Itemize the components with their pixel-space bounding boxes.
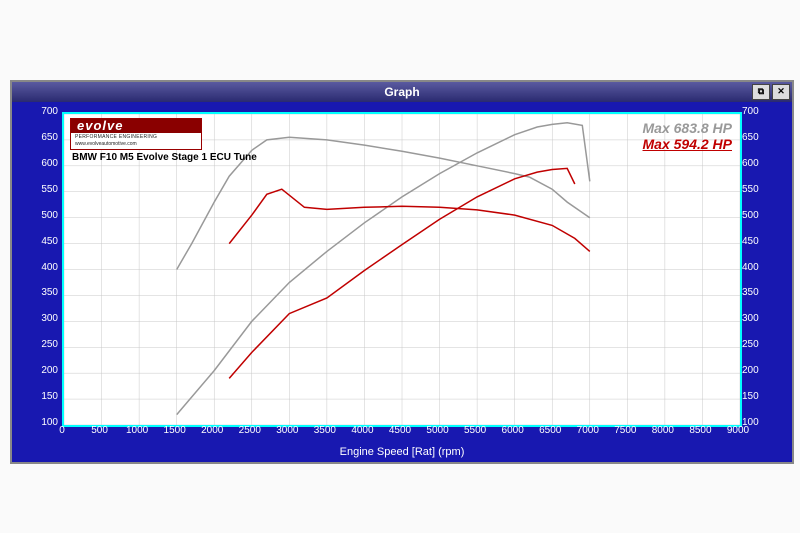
y-tick-right: 350	[742, 287, 766, 298]
y-tick-left: 450	[34, 236, 58, 247]
y-tick-left: 150	[34, 391, 58, 402]
x-tick: 5000	[426, 425, 450, 436]
x-tick: 3500	[313, 425, 337, 436]
y-tick-left: 250	[34, 339, 58, 350]
x-tick: 7000	[576, 425, 600, 436]
x-tick: 2000	[200, 425, 224, 436]
logo-url: www.evolveautomotive.com	[75, 141, 137, 147]
y-tick-left: 400	[34, 262, 58, 273]
y-tick-right: 250	[742, 339, 766, 350]
y-tick-left: 600	[34, 158, 58, 169]
y-tick-left: 100	[34, 417, 58, 428]
x-tick: 1500	[163, 425, 187, 436]
max-hp-tuned: Max 683.8 HP	[643, 120, 733, 136]
x-tick: 8500	[688, 425, 712, 436]
y-tick-left: 550	[34, 184, 58, 195]
y-tick-right: 200	[742, 365, 766, 376]
graph-window: Graph ⧉ ✕ Flywheel Torque [Rat] (RtLb) F…	[10, 80, 794, 464]
window-titlebar: Graph ⧉ ✕	[12, 82, 792, 102]
x-tick: 500	[88, 425, 112, 436]
x-tick: 5500	[463, 425, 487, 436]
y-tick-right: 500	[742, 210, 766, 221]
x-tick: 3000	[275, 425, 299, 436]
y-tick-right: 600	[742, 158, 766, 169]
x-axis-label: Engine Speed [Rat] (rpm)	[12, 446, 792, 458]
x-tick: 2500	[238, 425, 262, 436]
y-tick-left: 500	[34, 210, 58, 221]
x-tick: 1000	[125, 425, 149, 436]
close-button[interactable]: ✕	[772, 84, 790, 100]
x-tick: 6000	[501, 425, 525, 436]
y-tick-left: 200	[34, 365, 58, 376]
plot-area: Flywheel Torque [Rat] (RtLb) Flywheel Po…	[12, 102, 792, 462]
chart-subtitle: BMW F10 M5 Evolve Stage 1 ECU Tune	[72, 152, 257, 163]
y-tick-right: 300	[742, 313, 766, 324]
popout-button[interactable]: ⧉	[752, 84, 770, 100]
y-tick-left: 300	[34, 313, 58, 324]
x-tick: 6500	[538, 425, 562, 436]
y-tick-right: 100	[742, 417, 766, 428]
y-tick-right: 400	[742, 262, 766, 273]
logo-text: evolve	[77, 118, 123, 133]
window-buttons: ⧉ ✕	[752, 84, 790, 100]
y-tick-left: 700	[34, 106, 58, 117]
x-tick: 8000	[651, 425, 675, 436]
y-tick-left: 350	[34, 287, 58, 298]
x-tick: 7500	[613, 425, 637, 436]
x-tick: 4000	[350, 425, 374, 436]
y-tick-right: 700	[742, 106, 766, 117]
logo-subtitle: PERFORMANCE ENGINEERING	[75, 134, 157, 140]
y-tick-left: 650	[34, 132, 58, 143]
chart-canvas: evolve PERFORMANCE ENGINEERING www.evolv…	[62, 112, 742, 427]
y-tick-right: 450	[742, 236, 766, 247]
brand-logo: evolve PERFORMANCE ENGINEERING www.evolv…	[70, 118, 202, 150]
max-hp-stock: Max 594.2 HP	[643, 136, 733, 152]
x-tick: 4500	[388, 425, 412, 436]
window-title: Graph	[384, 85, 419, 99]
y-tick-right: 650	[742, 132, 766, 143]
y-tick-right: 550	[742, 184, 766, 195]
y-tick-right: 150	[742, 391, 766, 402]
